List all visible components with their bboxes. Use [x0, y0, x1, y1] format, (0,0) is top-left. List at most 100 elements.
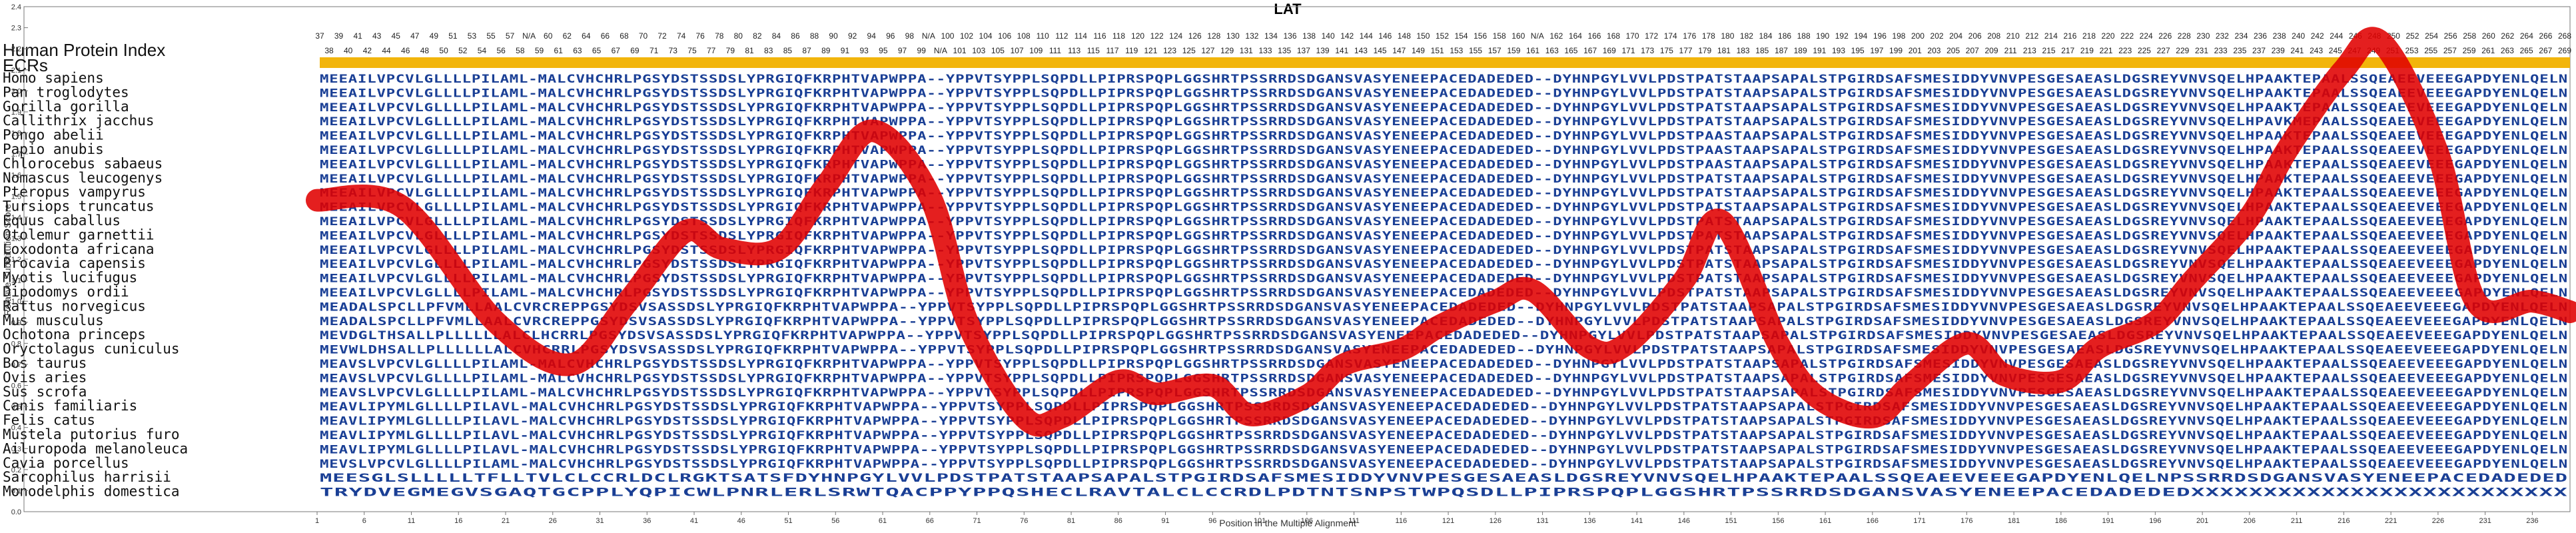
position-label: 125	[1182, 46, 1196, 55]
x-tick-label: 156	[1772, 517, 1784, 525]
position-label: 218	[2082, 31, 2096, 41]
position-label: 98	[905, 31, 915, 41]
series-point	[2474, 300, 2477, 302]
position-label: 120	[1131, 31, 1144, 41]
species-name: Ovis aries	[3, 369, 87, 385]
species-name: Loxodonta africana	[3, 241, 155, 257]
position-label: 80	[734, 31, 743, 41]
position-label: 145	[1374, 46, 1387, 55]
x-tick-label: 46	[737, 517, 745, 525]
series-point	[777, 247, 780, 250]
y-tick-label: 0.3	[11, 445, 21, 453]
position-label: 108	[1017, 31, 1031, 41]
position-label: 130	[1226, 31, 1240, 41]
series-line	[306, 27, 2576, 437]
position-label: 254	[2425, 31, 2438, 41]
position-label: 239	[2272, 46, 2285, 55]
position-label: 67	[612, 46, 621, 55]
y-tick-label: 1.4	[11, 214, 21, 222]
sequence-text: MEEAILVPCVLGLLLLPILAML-MALCVHCHRLPGSYDST…	[320, 244, 2568, 257]
position-label: 49	[430, 31, 439, 41]
sequence-text: MEAVLIPYMLGLLLLPILAVL-MALCVHCHRLPGSYDSTS…	[320, 443, 2568, 456]
sequence-text: MEEAILVPCVLGLLLLPILAML-MALCVHCHRLPGSYDST…	[320, 158, 2568, 171]
position-label: 178	[1702, 31, 1715, 41]
position-label: 154	[1455, 31, 1468, 41]
alignment-row: Pongo abelii MEEAILVPCVLGLLLLPILAML-MALCV…	[3, 127, 2567, 143]
alignment-row: Equus caballus MEEAILVPCVLGLLLLPILAML-MAL…	[3, 213, 2567, 229]
position-label: 121	[1144, 46, 1157, 55]
x-tick-label: 191	[2102, 517, 2114, 525]
y-tick-label: 0.0	[11, 508, 21, 516]
series-point	[1343, 363, 1346, 366]
position-label: 195	[1851, 46, 1865, 55]
position-label: 118	[1112, 31, 1125, 41]
species-name: Papio anubis	[3, 141, 104, 157]
x-tick-label: 106	[1301, 517, 1313, 525]
ecr-label: ECRs	[3, 55, 48, 75]
x-tick-label: 136	[1583, 517, 1595, 525]
series-point	[1720, 220, 1723, 223]
position-label: 61	[554, 46, 564, 55]
position-label: 165	[1564, 46, 1577, 55]
position-label: 116	[1093, 31, 1106, 41]
series-point	[2154, 321, 2156, 324]
x-tick-label: 91	[1161, 517, 1169, 525]
position-label: N/A	[934, 46, 947, 55]
position-label: 261	[2481, 46, 2495, 55]
position-label: 106	[998, 31, 1011, 41]
position-label: 269	[2558, 46, 2571, 55]
position-label: 50	[439, 46, 448, 55]
position-label: 68	[620, 31, 629, 41]
position-label: 59	[535, 46, 544, 55]
position-label: 114	[1074, 31, 1087, 41]
position-label: 82	[753, 31, 762, 41]
alignment-row: Myotis lucifugus MEEAILVPCVLGLLLLPILAML-M…	[3, 270, 2567, 286]
position-label: 183	[1737, 46, 1750, 55]
position-label: 213	[2023, 46, 2036, 55]
series-point	[1909, 384, 1911, 387]
series-point	[1154, 392, 1157, 395]
species-name: Pongo abelii	[3, 127, 104, 143]
position-label: 207	[1966, 46, 1979, 55]
position-label: 161	[1526, 46, 1539, 55]
position-label: 150	[1416, 31, 1430, 41]
x-tick-label: 26	[549, 517, 557, 525]
position-label: 175	[1660, 46, 1673, 55]
position-label: 104	[979, 31, 993, 41]
x-tick-label: 31	[596, 517, 604, 525]
alignment-row: Gorilla gorilla MEEAILVPCVLGLLLLPILAML-MA…	[3, 99, 2567, 115]
position-label: 190	[1816, 31, 1829, 41]
series-point	[1965, 342, 1968, 344]
position-label: 88	[810, 31, 819, 41]
x-tick-label: 16	[454, 517, 462, 525]
position-label: 47	[410, 31, 420, 41]
position-label: 227	[2157, 46, 2170, 55]
position-label: 234	[2234, 31, 2248, 41]
position-label: 113	[1068, 46, 1080, 55]
position-label: 146	[1378, 31, 1392, 41]
position-label: 96	[886, 31, 895, 41]
position-label: 211	[2004, 46, 2017, 55]
position-label: 133	[1258, 46, 1272, 55]
position-label: 168	[1607, 31, 1620, 41]
position-label: 229	[2176, 46, 2189, 55]
position-label: 127	[1201, 46, 1214, 55]
series-point	[1117, 380, 1120, 382]
series-point	[2248, 216, 2251, 219]
position-label: 228	[2178, 31, 2191, 41]
position-label: 151	[1431, 46, 1444, 55]
y-tick-label: 2.3	[11, 25, 21, 33]
sequence-text: MEEAILVPCVLGLLLLPILAML-MALCVHCHRLPGSYDST…	[320, 286, 2568, 300]
position-label: 200	[1911, 31, 1925, 41]
x-tick-label: 21	[502, 517, 510, 525]
y-tick-label: 2.0	[11, 87, 21, 95]
series-point	[2286, 149, 2288, 151]
series-point	[825, 184, 827, 187]
position-label: 225	[2138, 46, 2151, 55]
x-tick-label: 121	[1442, 517, 1454, 525]
y-tick-label: 0.7	[11, 361, 21, 369]
position-label: N/A	[922, 31, 935, 41]
position-label: 186	[1778, 31, 1791, 41]
position-label: 222	[2120, 31, 2134, 41]
position-label: 208	[1987, 31, 2000, 41]
